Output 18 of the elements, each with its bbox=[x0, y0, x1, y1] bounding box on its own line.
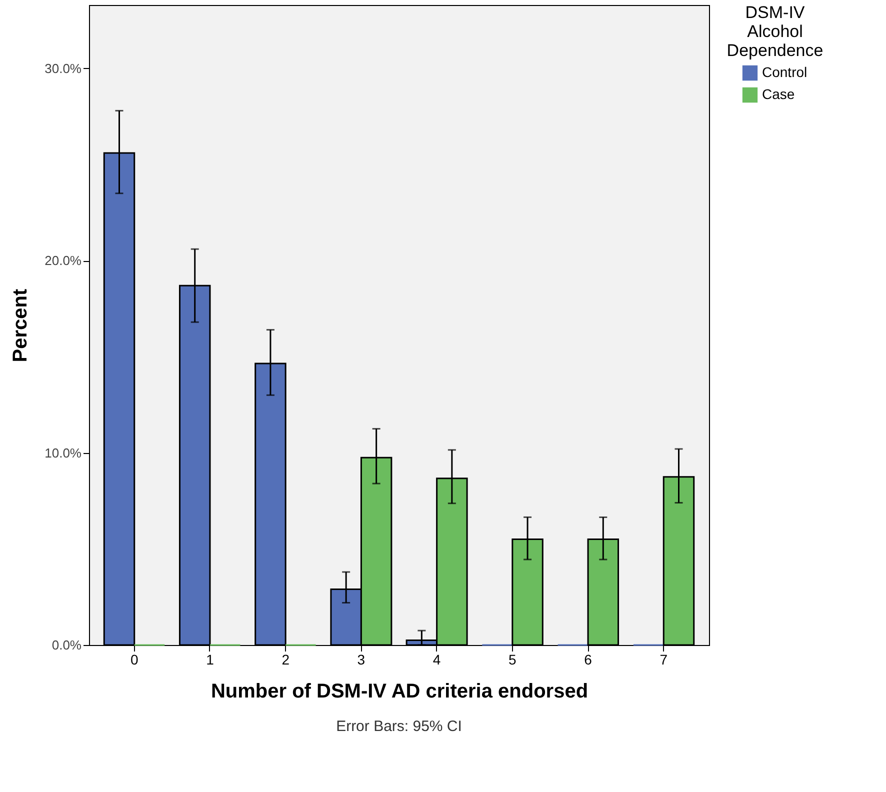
y-tick-label: 0.0% bbox=[52, 638, 82, 652]
x-tick-label: 4 bbox=[432, 652, 441, 668]
x-tick-label: 2 bbox=[282, 652, 290, 668]
legend-title: DSM-IV Alcohol Dependence bbox=[726, 3, 824, 60]
x-tick-label: 3 bbox=[357, 652, 366, 668]
y-tick-label: 20.0% bbox=[44, 253, 82, 268]
y-axis-title: Percent bbox=[10, 288, 32, 362]
x-tick-label: 7 bbox=[660, 652, 668, 668]
text: Error Bars: 95% CI bbox=[336, 718, 462, 735]
x-tick-label: 6 bbox=[584, 652, 592, 668]
x-tick-label: 0 bbox=[130, 652, 138, 668]
y-tick-label: 30.0% bbox=[44, 60, 82, 76]
legend-label: Control bbox=[762, 64, 808, 80]
legend-label: Case bbox=[762, 86, 795, 102]
x-tick-label: 5 bbox=[508, 652, 517, 668]
y-tick-label: 10.0% bbox=[44, 445, 82, 460]
x-tick-label: 1 bbox=[206, 652, 214, 668]
x-axis-title: Number of DSM-IV AD criteria endorsed bbox=[210, 680, 588, 702]
